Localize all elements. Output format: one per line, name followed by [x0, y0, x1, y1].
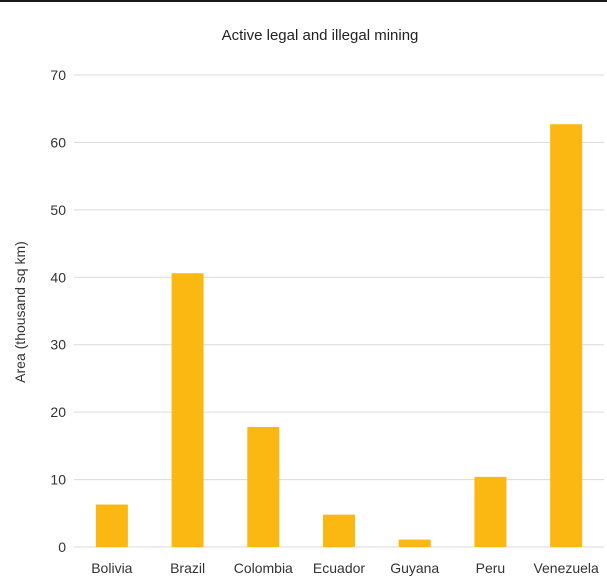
- x-tick-label: Guyana: [390, 560, 439, 576]
- bar-venezuela: [550, 124, 583, 548]
- chart-title: Active legal and illegal mining: [222, 27, 419, 44]
- bars: [95, 124, 583, 548]
- bar-peru: [474, 476, 507, 547]
- y-tick-label: 10: [50, 472, 66, 488]
- y-tick-label: 70: [50, 67, 66, 83]
- y-tick-label: 50: [50, 202, 66, 218]
- gridlines: [74, 74, 604, 548]
- bar-guyana: [398, 539, 431, 547]
- x-tick-label: Bolivia: [91, 560, 132, 576]
- x-tick-label: Brazil: [170, 560, 205, 576]
- x-tick-label: Venezuela: [533, 560, 599, 576]
- y-axis-ticks: 0 10 20 30 40 50 60 70: [50, 67, 66, 555]
- bar-colombia: [247, 426, 280, 547]
- x-tick-label: Peru: [476, 560, 506, 576]
- x-axis-ticks: Bolivia Brazil Colombia Ecuador Guyana Peru Ve…: [91, 560, 599, 576]
- x-tick-label: Ecuador: [313, 560, 365, 576]
- y-tick-label: 0: [58, 539, 66, 555]
- y-tick-label: 30: [50, 337, 66, 353]
- y-tick-label: 60: [50, 134, 66, 150]
- bar-bolivia: [95, 504, 128, 547]
- x-tick-label: Colombia: [234, 560, 293, 576]
- y-tick-label: 40: [50, 269, 66, 285]
- y-axis-title: Area (thousand sq km): [12, 241, 28, 383]
- y-tick-label: 20: [50, 404, 66, 420]
- bar-brazil: [171, 273, 204, 547]
- bar-ecuador: [323, 514, 355, 547]
